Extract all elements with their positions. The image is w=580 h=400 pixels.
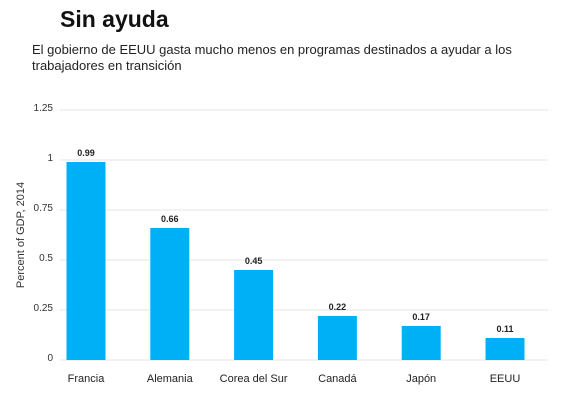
x-tick-label: Corea del Sur: [220, 373, 288, 385]
bar-japón: [401, 326, 441, 360]
data-label: 0.22: [329, 302, 347, 312]
x-axis-ticks: Francia Alemania Corea del Sur Canadá Japón E…: [68, 373, 521, 385]
y-tick-label: 0.5: [39, 253, 53, 264]
x-tick-label: Canadá: [318, 373, 357, 385]
data-label: 0.17: [412, 312, 430, 322]
y-tick-label: 1.25: [34, 103, 54, 114]
x-tick-label: Francia: [68, 373, 106, 385]
y-tick-label: 0.75: [34, 203, 54, 214]
chart-subtitle: El gobierno de EEUU gasta mucho menos en…: [32, 42, 512, 73]
y-tick-label: 0: [47, 353, 53, 364]
data-label: 0.99: [77, 148, 95, 158]
y-tick-label: 1: [47, 153, 53, 164]
bars: [66, 162, 525, 360]
gridlines: [60, 109, 548, 361]
x-tick-label: Alemania: [147, 373, 194, 385]
data-label: 0.45: [245, 256, 263, 266]
bar-canadá: [317, 316, 357, 360]
x-tick-label: Japón: [406, 373, 436, 385]
data-labels: 0.99 0.66 0.45 0.22 0.17 0.11: [77, 148, 513, 334]
bar-corea-del-sur: [234, 270, 274, 360]
chart-title: Sin ayuda: [60, 6, 169, 32]
data-label: 0.11: [496, 324, 513, 334]
x-tick-label: EEUU: [490, 373, 521, 385]
y-tick-label: 0.25: [34, 303, 54, 314]
bar-eeuu: [485, 338, 525, 360]
y-axis-ticks: 0 0.25 0.5 0.75 1 1.25: [34, 103, 54, 364]
data-label: 0.66: [161, 214, 179, 224]
bar-alemania: [150, 228, 190, 360]
bar-francia: [66, 162, 106, 360]
y-axis-label: Percent of GDP, 2014: [15, 182, 27, 288]
